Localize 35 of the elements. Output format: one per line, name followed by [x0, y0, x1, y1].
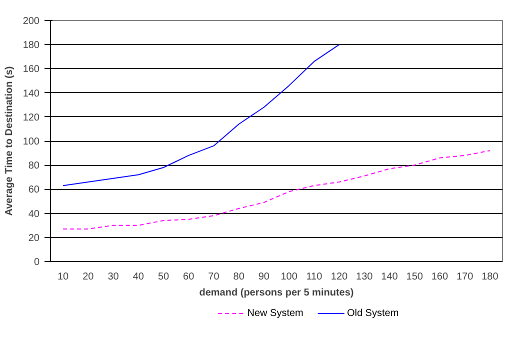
x-tick-label: 70 — [208, 272, 220, 282]
x-tick-label: 80 — [233, 272, 245, 282]
y-tick-label: 20 — [28, 232, 40, 244]
x-tick-label: 90 — [258, 272, 270, 282]
y-tick-label: 120 — [22, 112, 40, 124]
legend-label: New System — [247, 308, 304, 319]
x-tick-label: 180 — [482, 272, 499, 282]
line-series — [62, 44, 340, 186]
x-tick-label: 10 — [57, 272, 70, 282]
y-axis-title: Average Time to Destination (s) — [4, 66, 15, 216]
y-tick-label: 140 — [22, 88, 40, 100]
y-tick-label: 200 — [22, 16, 40, 27]
line-series — [62, 150, 490, 230]
x-tick-label: 110 — [306, 272, 323, 282]
x-tick-label: 50 — [158, 272, 170, 282]
x-tick-label: 60 — [183, 272, 195, 282]
y-tick-label: 80 — [28, 160, 40, 172]
x-axis-title: demand (persons per 5 minutes) — [199, 288, 354, 298]
y-tick-label: 40 — [28, 208, 40, 220]
y-tick-label: 180 — [22, 40, 40, 52]
legend-label: Old System — [346, 308, 399, 319]
x-tick-label: 170 — [456, 272, 474, 282]
y-tick-label: 160 — [22, 64, 40, 76]
x-tick-label: 130 — [356, 272, 374, 282]
x-tick-label: 160 — [431, 272, 449, 282]
y-tick-label: 100 — [22, 136, 40, 148]
x-tick-label: 30 — [108, 272, 120, 282]
y-tick-label: 60 — [28, 184, 40, 196]
x-tick-label: 140 — [381, 272, 398, 282]
x-tick-label: 120 — [330, 272, 348, 282]
y-tick-label: 0 — [34, 257, 40, 268]
x-tick-label: 150 — [406, 272, 424, 282]
x-tick-label: 100 — [280, 272, 298, 282]
x-tick-label: 20 — [82, 272, 94, 282]
x-tick-label: 40 — [132, 272, 144, 282]
